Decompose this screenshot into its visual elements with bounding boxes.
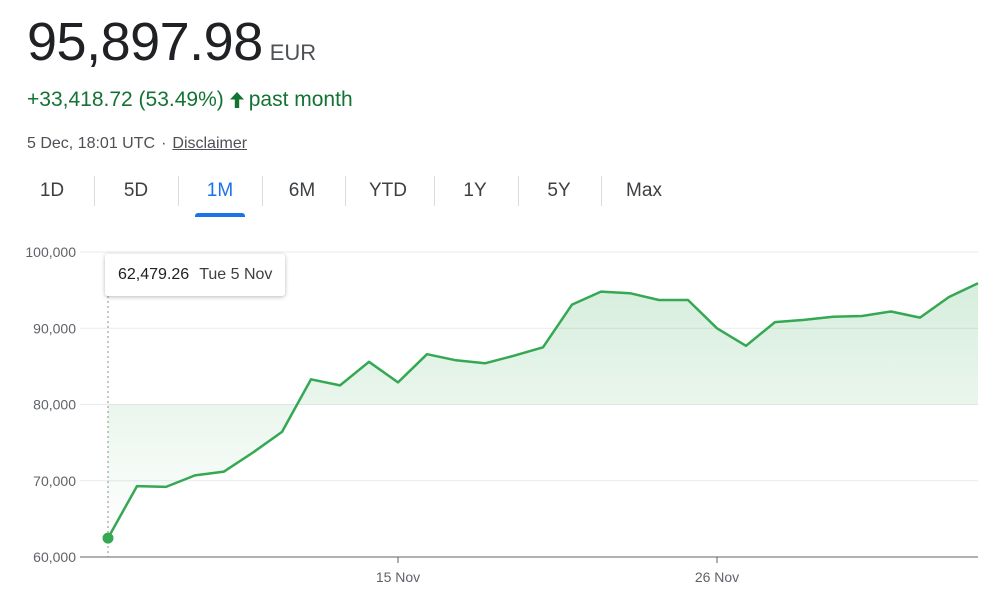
tab-divider xyxy=(345,176,346,206)
data-point xyxy=(252,451,254,453)
data-point xyxy=(281,431,283,433)
data-point xyxy=(455,359,457,361)
data-point xyxy=(368,361,370,363)
disclaimer-link[interactable]: Disclaimer xyxy=(172,135,248,152)
data-point xyxy=(977,282,979,284)
data-point xyxy=(803,319,805,321)
data-point xyxy=(890,310,892,312)
meta-row: 5 Dec, 18:01 UTC · Disclaimer xyxy=(27,135,247,153)
tab-divider xyxy=(262,176,263,206)
current-price: 95,897.98 xyxy=(27,12,263,72)
y-tick-label: 70,000 xyxy=(33,473,76,489)
tab-divider xyxy=(518,176,519,206)
x-axis: 15 Nov 26 Nov xyxy=(376,557,739,585)
hover-tooltip: 62,479.26 Tue 5 Nov xyxy=(105,254,286,296)
data-point xyxy=(687,299,689,301)
tooltip-value: 62,479.26 xyxy=(118,266,190,283)
data-point xyxy=(426,353,428,355)
data-point xyxy=(136,485,138,487)
tab-1m[interactable]: 1M xyxy=(178,171,262,217)
currency-label: EUR xyxy=(269,40,317,65)
data-point xyxy=(629,292,631,294)
data-point xyxy=(397,381,399,383)
arrow-up-icon xyxy=(229,92,244,108)
data-point xyxy=(658,299,660,301)
data-point xyxy=(165,486,167,488)
tab-max[interactable]: Max xyxy=(626,180,662,201)
range-tabs: 1D 5D 1M 6M YTD 1Y 5Y Max xyxy=(0,171,1000,217)
tab-5d[interactable]: 5D xyxy=(123,180,149,201)
price-line xyxy=(106,282,979,539)
price-header: 95,897.98 EUR xyxy=(27,12,316,72)
active-tab-indicator xyxy=(195,213,245,217)
y-tick-label: 60,000 xyxy=(33,549,76,565)
data-point xyxy=(861,315,863,317)
price-chart[interactable]: 60,000 70,000 80,000 90,000 100,000 15 Nov 26… xyxy=(0,230,1000,597)
separator: · xyxy=(161,135,167,152)
tab-1y[interactable]: 1Y xyxy=(463,180,487,201)
tab-6m[interactable]: 6M xyxy=(288,180,316,201)
data-point xyxy=(716,327,718,329)
y-axis: 60,000 70,000 80,000 90,000 100,000 xyxy=(25,244,76,565)
data-point xyxy=(571,303,573,305)
y-tick-label: 90,000 xyxy=(33,320,76,336)
y-tick-label: 100,000 xyxy=(25,244,76,260)
tooltip-date: Tue 5 Nov xyxy=(199,266,273,283)
tab-divider xyxy=(601,176,602,206)
price-change: +33,418.72 (53.49%) past month xyxy=(27,88,353,112)
tab-divider xyxy=(94,176,95,206)
data-point xyxy=(774,321,776,323)
x-tick-label: 26 Nov xyxy=(695,569,739,585)
change-period: past month xyxy=(248,88,353,111)
data-point xyxy=(948,296,950,298)
area-fill xyxy=(108,283,978,539)
data-point xyxy=(339,384,341,386)
data-point xyxy=(484,362,486,364)
y-tick-label: 80,000 xyxy=(33,397,76,413)
data-point xyxy=(513,355,515,357)
data-point xyxy=(223,470,225,472)
data-point xyxy=(194,474,196,476)
data-point xyxy=(310,378,312,380)
x-tick-label: 15 Nov xyxy=(376,569,420,585)
tab-1d[interactable]: 1D xyxy=(39,180,65,201)
data-point xyxy=(832,316,834,318)
data-point xyxy=(919,316,921,318)
tab-divider xyxy=(434,176,435,206)
tab-ytd[interactable]: YTD xyxy=(369,180,407,201)
timestamp: 5 Dec, 18:01 UTC xyxy=(27,135,156,152)
data-point xyxy=(542,346,544,348)
data-point xyxy=(600,290,602,292)
data-point xyxy=(745,345,747,347)
tab-divider xyxy=(178,176,179,206)
tab-5y[interactable]: 5Y xyxy=(547,180,571,201)
change-value: +33,418.72 (53.49%) xyxy=(27,88,224,111)
hover-point xyxy=(102,532,114,544)
